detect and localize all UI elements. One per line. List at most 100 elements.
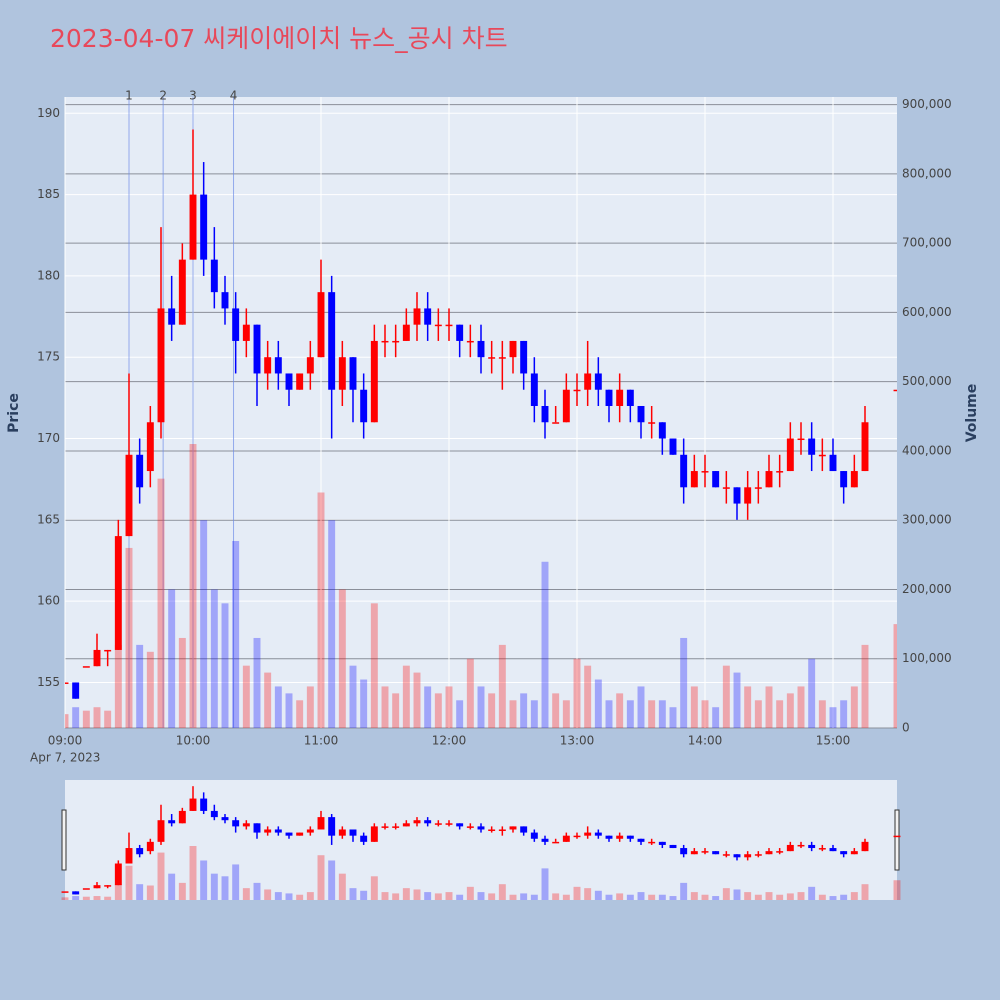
- candle-body: [605, 389, 613, 406]
- candle-body: [520, 340, 528, 374]
- mini-candle-body: [360, 835, 368, 842]
- candle-body: [114, 536, 122, 650]
- y-tick-label: 160: [37, 594, 60, 608]
- mini-volume-bar: [264, 889, 272, 900]
- slider-handle[interactable]: [61, 809, 67, 871]
- mini-volume-bar: [626, 894, 634, 900]
- volume-bar: [114, 644, 122, 728]
- candle-body: [72, 682, 80, 699]
- mini-volume-bar: [562, 894, 570, 900]
- candle-body: [776, 471, 784, 473]
- mini-volume-bar: [306, 892, 314, 900]
- mini-candle-body: [338, 829, 346, 836]
- volume-bar: [573, 658, 581, 728]
- candle-body: [530, 373, 538, 406]
- volume-bar: [829, 707, 837, 728]
- mini-volume-bar: [178, 882, 186, 900]
- y-tick-label: 170: [37, 431, 60, 445]
- slider-handle[interactable]: [894, 809, 900, 871]
- x-tick-label: 11:00: [304, 734, 339, 748]
- mini-candle-body: [328, 817, 336, 836]
- y2-tick-label: 200,000: [902, 582, 952, 596]
- x-tick-label: 13:00: [560, 734, 595, 748]
- mini-candle-body: [562, 835, 570, 842]
- mini-volume-bar: [893, 880, 901, 900]
- mini-candle-body: [616, 835, 624, 839]
- mini-volume-bar: [648, 894, 656, 900]
- mini-candle-body: [381, 826, 389, 828]
- candle-body: [445, 324, 453, 327]
- mini-volume-bar: [477, 892, 485, 900]
- mini-candle-body: [637, 838, 645, 842]
- volume-bar: [584, 665, 592, 728]
- candle-body: [392, 340, 400, 343]
- mini-candle-body: [818, 848, 826, 850]
- volume-bar: [840, 700, 848, 728]
- candle-body: [136, 454, 144, 488]
- mini-volume-bar: [72, 896, 80, 900]
- y2-tick-label: 500,000: [902, 374, 952, 388]
- mini-volume-bar: [754, 894, 762, 900]
- volume-bar: [306, 686, 314, 728]
- volume-bar: [669, 707, 677, 728]
- volume-bar: [562, 700, 570, 728]
- volume-bar: [264, 672, 272, 728]
- volume-bar: [200, 520, 208, 728]
- candle-body: [285, 373, 293, 390]
- candle-body: [488, 357, 496, 359]
- volume-bar: [370, 603, 378, 728]
- volume-bar: [242, 665, 250, 728]
- volume-bar: [232, 540, 240, 728]
- mini-volume-bar: [797, 892, 805, 900]
- y-tick-label: 190: [37, 106, 60, 120]
- mini-volume-bar: [509, 894, 517, 900]
- volume-bar: [392, 693, 400, 728]
- candle-body: [509, 340, 517, 358]
- mini-candle-body: [744, 854, 752, 858]
- volume-bar: [498, 644, 506, 728]
- mini-candle-body: [488, 829, 496, 831]
- candle-body: [818, 454, 826, 457]
- volume-bar: [413, 672, 421, 728]
- volume-bar: [221, 603, 229, 728]
- volume-bar: [157, 478, 165, 728]
- volume-bar: [189, 444, 197, 728]
- mini-volume-bar: [584, 888, 592, 900]
- candle-body: [360, 389, 368, 423]
- x-tick-label: 12:00: [432, 734, 467, 748]
- volume-bar: [765, 686, 773, 728]
- volume-bar: [477, 686, 485, 728]
- candle-body: [552, 422, 560, 424]
- volume-bar: [626, 700, 634, 728]
- y2-tick-label: 400,000: [902, 443, 952, 457]
- mini-volume-bar: [104, 896, 112, 900]
- mini-candle-body: [274, 829, 282, 833]
- mini-candle-body: [104, 885, 112, 887]
- mini-volume-bar: [402, 888, 410, 900]
- volume-bar: [552, 693, 560, 728]
- candle-body: [82, 666, 90, 668]
- volume-bar: [445, 686, 453, 728]
- mini-candle-body: [754, 854, 762, 856]
- y-tick-label: 165: [37, 512, 60, 526]
- volume-bar: [136, 644, 144, 728]
- mini-candle-body: [456, 823, 464, 827]
- volume-bar: [733, 672, 741, 728]
- candle-body: [210, 259, 218, 293]
- volume-bar: [520, 693, 528, 728]
- candle-body: [637, 405, 645, 423]
- candle-body: [232, 308, 240, 341]
- mini-candle-body: [690, 851, 698, 855]
- mini-candle-body: [157, 820, 165, 842]
- mini-candle-body: [392, 826, 400, 828]
- mini-candle-body: [93, 885, 101, 889]
- mini-candle-body: [712, 851, 720, 855]
- volume-bar: [168, 589, 176, 728]
- volume-bar: [648, 700, 656, 728]
- volume-bar: [594, 679, 602, 728]
- candle-body: [840, 471, 848, 488]
- mini-candle-body: [232, 820, 240, 827]
- mini-candle-body: [178, 810, 186, 824]
- mini-candle-body: [114, 863, 122, 886]
